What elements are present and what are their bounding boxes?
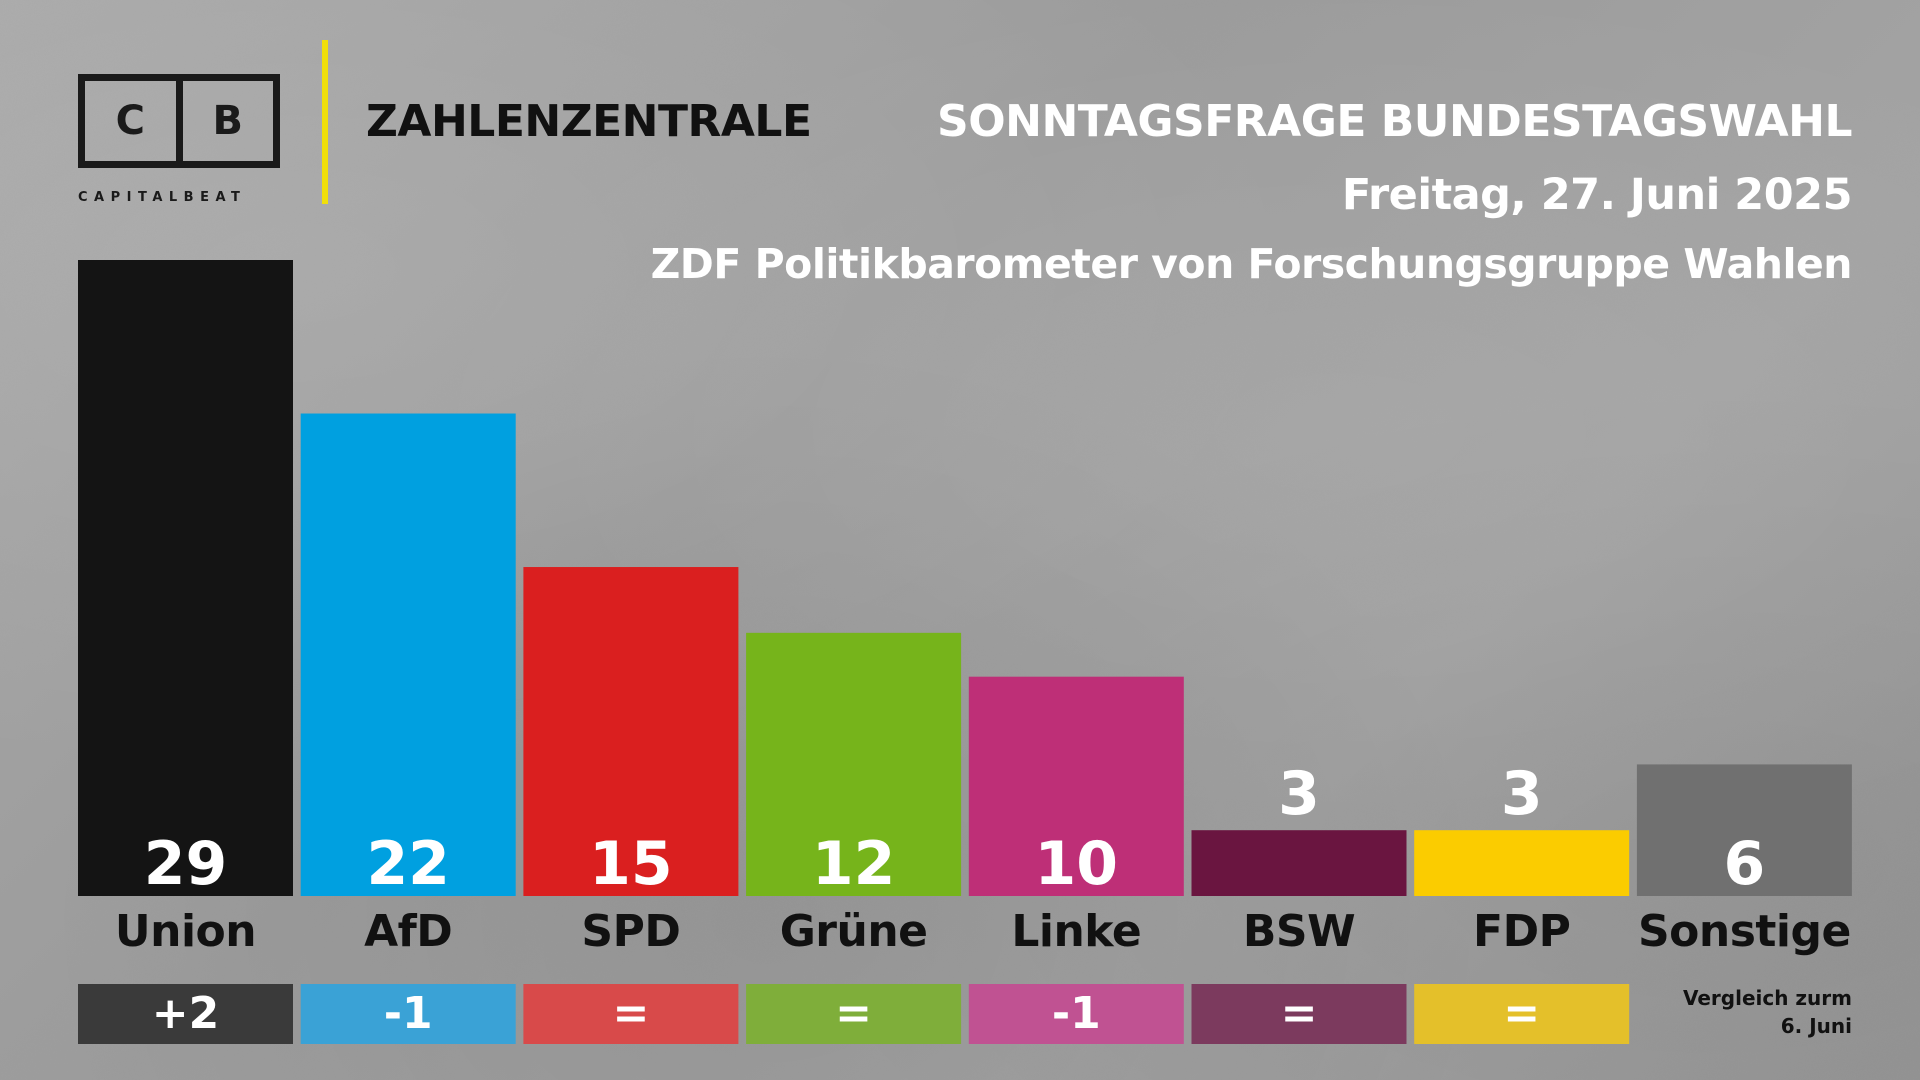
change-label-afd: -1 [384,988,433,1039]
bar-union [78,260,293,896]
change-box-fdp [1414,984,1630,1044]
category-label-bsw: BSW [1243,906,1355,957]
logo-divider [322,40,328,204]
bar-sonstige [1636,764,1852,896]
brand-title: ZAHLENZENTRALE [366,96,812,147]
change-label-fdp: = [1503,988,1540,1039]
comparison-note-line2: 6. Juni [1780,1014,1852,1038]
bar-spd [523,567,739,896]
category-label-union: Union [115,906,256,957]
change-box-afd [300,984,516,1044]
logo-letter-c: C [85,81,183,161]
data-label-union: 29 [144,829,228,899]
comparison-note-line1: Vergleich zurm [1682,986,1852,1010]
change-label-gr-ne: = [835,988,872,1039]
change-box-bsw [1191,984,1407,1044]
change-label-spd: = [612,988,649,1039]
category-label-gr-ne: Grüne [780,906,928,957]
change-box-gr-ne [746,984,962,1044]
bar-afd [300,413,516,896]
logo-letter-b: B [212,98,244,144]
poll-date: Freitag, 27. Juni 2025 [1341,170,1853,220]
bar-fdp [1414,830,1630,896]
category-label-linke: Linke [1011,906,1141,957]
bar-bsw [1191,830,1407,896]
data-label-sonstige: 6 [1724,829,1766,899]
change-label-union: +2 [152,988,219,1039]
data-label-fdp: 3 [1501,759,1543,829]
poll-source: ZDF Politikbarometer von Forschungsgrupp… [650,240,1853,288]
change-box-spd [523,984,739,1044]
logo-subtitle: CAPITALBEAT [78,190,247,205]
data-label-afd: 22 [366,829,450,899]
data-label-bsw: 3 [1278,759,1320,829]
data-label-gr-ne: 12 [812,829,896,899]
category-label-fdp: FDP [1473,906,1570,957]
change-box-linke [968,984,1184,1044]
change-box-union [78,984,293,1044]
category-label-sonstige: Sonstige [1638,906,1851,957]
bar-gr-ne [746,632,962,896]
data-label-spd: 15 [589,829,673,899]
data-label-linke: 10 [1035,829,1119,899]
bar-linke [968,676,1184,896]
change-label-bsw: = [1281,988,1318,1039]
capitalbeat-logo: C B [78,74,280,168]
category-label-spd: SPD [581,906,680,957]
change-label-linke: -1 [1052,988,1101,1039]
chart-title: SONNTAGSFRAGE BUNDESTAGSWAHL [937,96,1852,147]
comparison-note: Vergleich zurm 6. Juni [1683,984,1852,1040]
category-label-afd: AfD [364,906,452,957]
